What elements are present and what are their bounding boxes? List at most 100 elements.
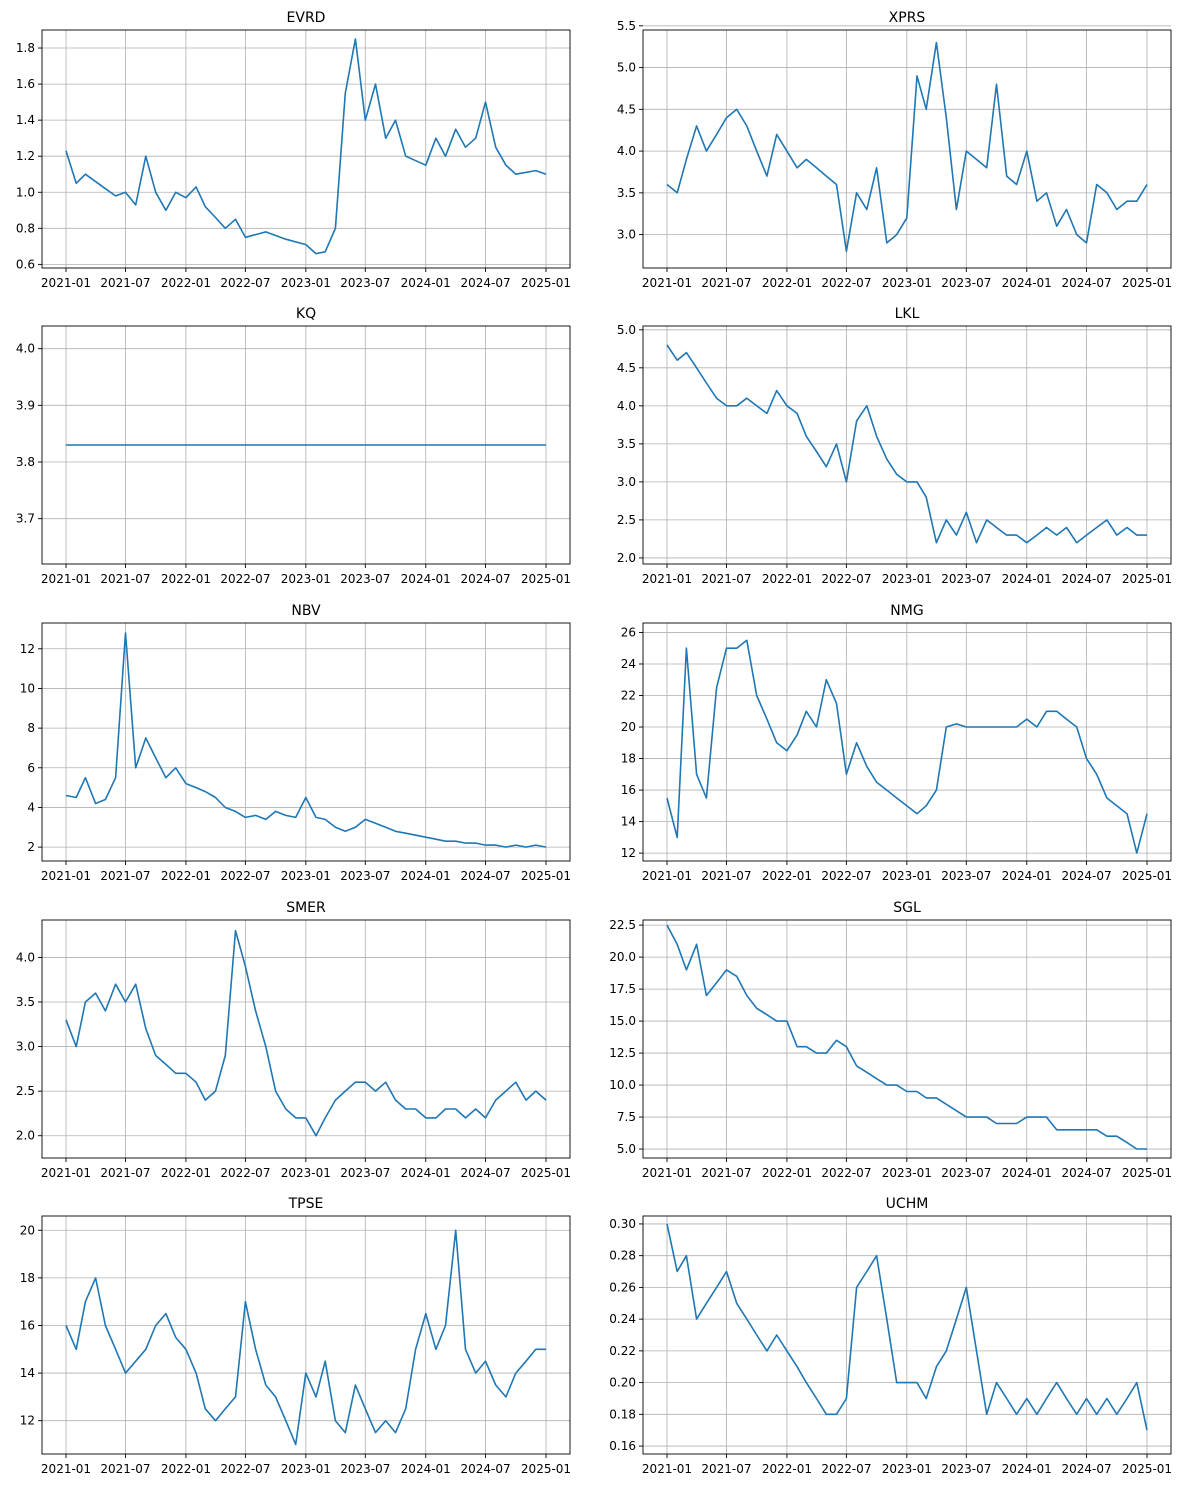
x-tick-label: 2023-01 <box>882 1462 932 1476</box>
y-tick-label: 0.18 <box>609 1407 636 1421</box>
x-tick-label: 2023-01 <box>281 276 331 290</box>
x-tick-label: 2025-01 <box>521 1166 571 1180</box>
x-tick-label: 2025-01 <box>1122 869 1172 883</box>
series-line <box>65 1229 546 1446</box>
x-tick-label: 2021-07 <box>100 572 150 586</box>
series-line <box>65 38 547 255</box>
x-tick-label: 2024-07 <box>1061 1462 1111 1476</box>
x-tick-label: 2023-01 <box>882 869 932 883</box>
y-tick-label: 16 <box>621 783 636 797</box>
x-tick-label: 2024-01 <box>401 276 451 290</box>
x-tick-label: 2025-01 <box>1122 572 1172 586</box>
x-tick-label: 2024-07 <box>460 572 510 586</box>
x-tick-label: 2023-07 <box>340 1166 390 1180</box>
y-tick-label: 20 <box>20 1223 35 1237</box>
y-tick-label: 1.2 <box>16 149 35 163</box>
subplot-smer: SMER 2.0 2.5 3.0 3.5 4.0 2021-01 2021-07 2022-01… <box>16 900 571 1180</box>
x-tick-label: 2023-07 <box>340 869 390 883</box>
y-tick-label: 6 <box>27 761 35 775</box>
x-tick-label: 2023-01 <box>281 1462 331 1476</box>
x-tick-label: 2024-01 <box>1002 1462 1052 1476</box>
y-tick-label: 15.0 <box>609 1014 636 1028</box>
y-tick-label: 2.5 <box>617 513 636 527</box>
y-tick-label: 17.5 <box>609 982 636 996</box>
x-tick-label: 2022-07 <box>220 276 270 290</box>
x-tick-label: 2022-07 <box>220 1166 270 1180</box>
x-tick-label: 2022-07 <box>821 572 871 586</box>
x-tick-label: 2021-01 <box>642 869 692 883</box>
y-tick-label: 18 <box>20 1271 35 1285</box>
x-tick-label: 2024-07 <box>460 1462 510 1476</box>
subplot-sgl: SGL 5.0 7.5 10.0 12.5 15.0 17.5 20.0 22.5 2021-01… <box>609 900 1172 1180</box>
y-tick-label: 4 <box>27 800 35 814</box>
y-tick-label: 12.5 <box>609 1046 636 1060</box>
x-tick-label: 2021-07 <box>701 869 751 883</box>
y-tick-label: 26 <box>621 625 636 639</box>
subplot-kq: KQ 3.7 3.8 3.9 4.0 2021-01 2021-07 2022-01 2022-… <box>16 306 571 586</box>
x-tick-label: 2022-01 <box>161 1462 211 1476</box>
y-tick-label: 4.0 <box>617 144 636 158</box>
x-tick-label: 2024-07 <box>1061 572 1111 586</box>
x-tick-label: 2023-07 <box>941 1462 991 1476</box>
y-tick-label: 12 <box>20 1414 35 1428</box>
x-tick-label: 2024-01 <box>401 869 451 883</box>
x-tick-label: 2022-01 <box>161 1166 211 1180</box>
y-tick-label: 2 <box>27 840 35 854</box>
y-tick-label: 4.5 <box>617 102 636 116</box>
x-tick-label: 2025-01 <box>521 276 571 290</box>
subplot-tpse: TPSE 12 14 16 18 20 2021-01 2021-07 2022-01 2022-… <box>20 1196 571 1476</box>
subplot-title: NBV <box>291 603 321 619</box>
x-tick-label: 2021-01 <box>642 276 692 290</box>
y-tick-label: 5.0 <box>617 1142 636 1156</box>
y-tick-label: 4.0 <box>617 399 636 413</box>
x-tick-label: 2021-07 <box>701 1462 751 1476</box>
y-tick-label: 10 <box>20 681 35 695</box>
x-tick-label: 2021-01 <box>41 1462 91 1476</box>
y-tick-label: 5.5 <box>617 19 636 33</box>
x-tick-label: 2023-07 <box>941 869 991 883</box>
subplot-nbv: NBV 2 4 6 8 10 12 2021-01 2021-07 2022-01 2022-07 2… <box>20 603 571 883</box>
x-tick-label: 2025-01 <box>1122 1462 1172 1476</box>
x-tick-label: 2023-07 <box>340 276 390 290</box>
x-tick-label: 2021-07 <box>100 1166 150 1180</box>
x-tick-label: 2024-01 <box>401 1462 451 1476</box>
y-tick-label: 3.5 <box>16 995 35 1009</box>
y-tick-label: 2.0 <box>16 1129 35 1143</box>
y-tick-label: 24 <box>621 657 636 671</box>
series-line <box>666 1223 1148 1431</box>
x-tick-label: 2022-07 <box>821 1462 871 1476</box>
y-tick-label: 10.0 <box>609 1078 636 1092</box>
x-tick-label: 2021-01 <box>41 1166 91 1180</box>
y-tick-label: 3.5 <box>617 437 636 451</box>
x-tick-label: 2024-07 <box>460 1166 510 1180</box>
series-line <box>65 929 547 1137</box>
x-tick-label: 2025-01 <box>521 869 571 883</box>
x-tick-label: 2024-07 <box>1061 869 1111 883</box>
x-tick-label: 2021-07 <box>701 572 751 586</box>
series-line <box>666 639 1148 854</box>
x-tick-label: 2023-01 <box>281 869 331 883</box>
x-tick-label: 2021-01 <box>642 1462 692 1476</box>
x-tick-label: 2021-01 <box>41 276 91 290</box>
x-tick-label: 2023-07 <box>941 572 991 586</box>
y-tick-label: 22 <box>621 689 636 703</box>
subplot-title: EVRD <box>287 10 326 26</box>
y-tick-label: 0.22 <box>609 1344 636 1358</box>
y-tick-label: 16 <box>20 1318 35 1332</box>
x-tick-label: 2024-01 <box>401 1166 451 1180</box>
y-tick-label: 12 <box>621 846 636 860</box>
subplot-title: UCHM <box>886 1196 929 1212</box>
y-tick-label: 0.26 <box>609 1280 636 1294</box>
y-tick-label: 20.0 <box>609 950 636 964</box>
x-tick-label: 2023-01 <box>882 276 932 290</box>
y-tick-label: 1.6 <box>16 77 35 91</box>
y-tick-label: 4.5 <box>617 361 636 375</box>
x-tick-label: 2025-01 <box>1122 1166 1172 1180</box>
subplot-uchm: UCHM 0.16 0.18 0.20 0.22 0.24 0.26 0.28 0.30 2021… <box>609 1196 1172 1476</box>
series-line <box>666 924 1147 1150</box>
x-tick-label: 2024-01 <box>1002 869 1052 883</box>
y-tick-label: 0.28 <box>609 1249 636 1263</box>
subplot-evrd: EVRD 0.6 0.8 1.0 1.2 1.4 1.6 1.8 2021-01 2021-07 2… <box>16 10 571 290</box>
y-tick-label: 8 <box>27 721 35 735</box>
